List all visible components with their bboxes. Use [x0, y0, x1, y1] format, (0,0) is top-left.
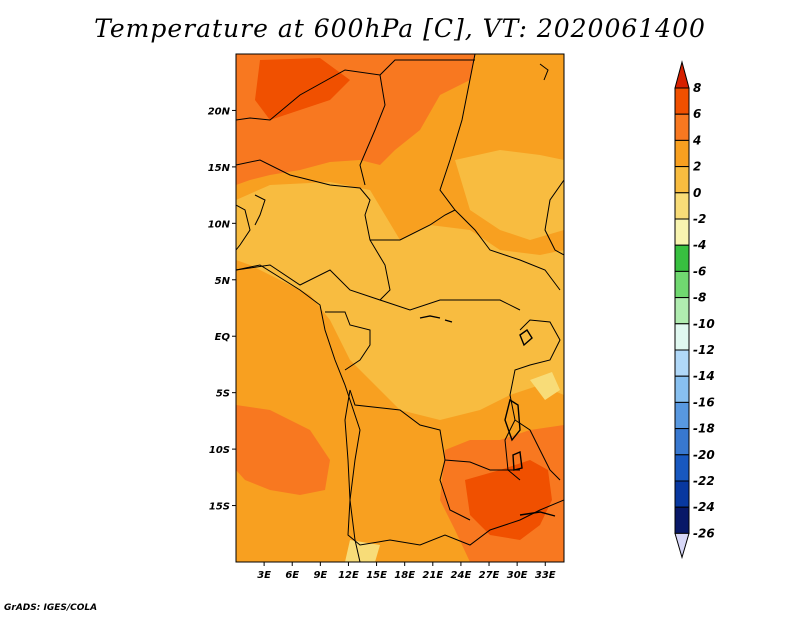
- lon-tick-label: 18E: [394, 570, 415, 581]
- field-0-to-2-east: [455, 150, 564, 240]
- temperature-field: [236, 54, 564, 562]
- lon-tick-label: 12E: [338, 570, 359, 581]
- colorbar-label: -22: [693, 474, 715, 488]
- colorbar-segment: [674, 244, 690, 272]
- colorbar-segment: [674, 192, 690, 220]
- colorbar-top-arrow: [674, 60, 690, 89]
- colorbar: 8 6 4 2 0 -2 -4 -6 -8 -10 -12 -14 -16 -18 -20 -22 -24 -26: [674, 60, 715, 560]
- lon-tick-label: 6E: [285, 570, 299, 581]
- colorbar-segment: [674, 218, 690, 246]
- colorbar-segment: [674, 428, 690, 456]
- colorbar-label: -6: [693, 264, 706, 278]
- lon-tick-label: 3E: [257, 570, 271, 581]
- colorbar-label: -12: [693, 343, 715, 357]
- colorbar-label: -2: [693, 212, 706, 226]
- colorbar-label: -18: [693, 422, 715, 436]
- field-4-to-6-west: [236, 405, 330, 495]
- field-0-to-2-central: [236, 182, 564, 420]
- field-6-to-8-north: [255, 58, 350, 120]
- lon-tick-label: 15E: [366, 570, 387, 581]
- lon-tick-label: 30E: [507, 570, 528, 581]
- longitude-axis: 3E 6E 9E 12E 15E 18E 21E 24E 27E 30E 33E: [257, 562, 556, 581]
- colorbar-segment: [674, 480, 690, 508]
- colorbar-segment: [674, 506, 690, 534]
- colorbar-segment: [674, 323, 690, 351]
- lat-tick-label: EQ: [215, 332, 231, 343]
- map-frame: [235, 53, 565, 563]
- lat-tick-label: 10N: [208, 219, 231, 230]
- colorbar-segment: [674, 87, 690, 115]
- colorbar-label: -20: [693, 448, 715, 462]
- colorbar-label: -14: [693, 369, 715, 383]
- colorbar-label: 8: [693, 81, 701, 95]
- colorbar-segment: [674, 270, 690, 299]
- lat-tick-label: 5N: [215, 276, 231, 287]
- lat-tick-label: 10S: [209, 445, 230, 456]
- colorbar-segment: [674, 454, 690, 482]
- colorbar-segment: [674, 113, 690, 141]
- colorbar-bottom-arrow: [674, 532, 690, 560]
- lat-tick-label: 15S: [209, 502, 230, 513]
- colorbar-segment: [674, 349, 690, 377]
- lat-tick-label: 5S: [216, 389, 230, 400]
- lat-tick-label: 20N: [208, 106, 231, 117]
- colorbar-label: 6: [693, 107, 701, 121]
- colorbar-label: 0: [693, 186, 701, 200]
- colorbar-segment: [674, 139, 690, 168]
- colorbar-segment: [674, 401, 690, 430]
- field-minus2-to-0-south: [345, 540, 380, 562]
- colorbar-label: -24: [693, 500, 715, 514]
- country-boundaries: [236, 54, 564, 562]
- colorbar-segment: [674, 166, 690, 194]
- colorbar-label: 2: [693, 160, 701, 174]
- colorbar-label: -16: [693, 395, 715, 409]
- map-title: Temperature at 600hPa [C], VT: 202006140…: [94, 14, 706, 43]
- colorbar-label: 4: [692, 133, 701, 147]
- colorbar-label: -8: [693, 291, 706, 305]
- lon-tick-label: 24E: [451, 570, 472, 581]
- lakes: [419, 315, 556, 517]
- lon-tick-label: 33E: [535, 570, 556, 581]
- lon-tick-label: 27E: [479, 570, 500, 581]
- latitude-axis: 20N 15N 10N 5N EQ 5S 10S 15S: [208, 106, 236, 513]
- colorbar-segment: [674, 297, 690, 325]
- field-minus2-to-0: [530, 372, 560, 400]
- colorbar-label: -26: [693, 526, 715, 540]
- colorbar-label: -10: [693, 317, 715, 331]
- lon-tick-label: 9E: [313, 570, 327, 581]
- grads-credit: GrADS: IGES/COLA: [4, 603, 98, 613]
- lon-tick-label: 21E: [422, 570, 443, 581]
- colorbar-label: -4: [693, 238, 706, 252]
- colorbar-segment: [674, 375, 690, 403]
- lat-tick-label: 15N: [208, 163, 231, 174]
- field-6-to-8: [465, 460, 552, 540]
